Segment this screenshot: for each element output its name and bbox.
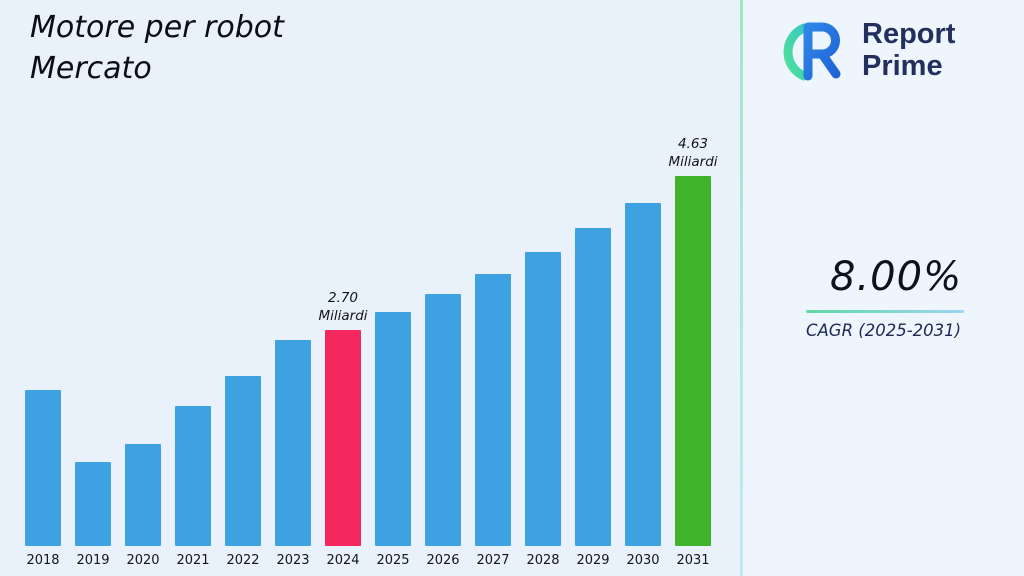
bar-2029 [575,228,611,546]
x-tick-2030: 2030 [626,553,660,568]
x-tick-2018: 2018 [26,553,60,568]
bar-column-2029: 2029 [568,228,618,570]
bar-column-2018: 2018 [18,390,68,570]
vertical-divider [740,0,743,576]
reportprime-logo-icon [783,22,841,81]
x-tick-2029: 2029 [576,553,610,568]
bar-2025 [375,312,411,546]
x-tick-2019: 2019 [76,553,110,568]
cagr-block: 8.00% CAGR (2025-2031) [806,254,976,340]
x-tick-2027: 2027 [476,553,510,568]
x-tick-2031: 2031 [676,553,710,568]
x-tick-2028: 2028 [526,553,560,568]
bar-value-label-2031: 4.63 Miliardi [668,135,718,170]
bar-column-2030: 2030 [618,203,668,570]
bar-column-2026: 2026 [418,294,468,570]
bar-column-2025: 2025 [368,312,418,570]
page-title-line2: Mercato [30,50,152,86]
bar-2024 [325,330,361,546]
x-tick-2021: 2021 [176,553,210,568]
x-tick-2024: 2024 [326,553,360,568]
bar-2030 [625,203,661,546]
bar-column-2028: 2028 [518,252,568,570]
bar-column-2020: 2020 [118,444,168,570]
bar-2020 [125,444,161,546]
bar-value-label-2024: 2.70 Miliardi [318,289,368,324]
bar-column-2023: 2023 [268,340,318,570]
page-title: Motore per robot Mercato [30,8,284,89]
reportprime-logo: Report Prime [780,14,955,88]
reportprime-logo-text: Report Prime [862,18,956,83]
logo-word-prime: Prime [862,50,943,82]
bar-chart: 2018 2019 2020 2021 2022 2023 2.70 Miliardi 2024… [18,135,718,570]
bar-2019 [75,462,111,546]
bar-column-2019: 2019 [68,462,118,570]
bar-2023 [275,340,311,546]
bar-2018 [25,390,61,546]
cagr-label: CAGR (2025-2031) [806,321,962,340]
bar-2022 [225,376,261,546]
x-tick-2026: 2026 [426,553,460,568]
bar-column-2022: 2022 [218,376,268,570]
bar-column-2021: 2021 [168,406,218,570]
logo-word-report: Report [862,18,956,51]
bar-column-2024: 2.70 Miliardi 2024 [318,289,368,570]
bar-2031 [675,176,711,546]
gradient-underline [806,310,964,313]
x-tick-2023: 2023 [276,553,310,568]
bar-column-2027: 2027 [468,274,518,570]
right-panel-background [743,0,1024,576]
x-tick-2025: 2025 [376,553,410,568]
cagr-value: 8.00% [830,254,963,300]
bar-2028 [525,252,561,546]
bar-column-2031: 4.63 Miliardi 2031 [668,135,718,570]
bar-2026 [425,294,461,546]
x-tick-2020: 2020 [126,553,160,568]
x-tick-2022: 2022 [226,553,260,568]
bar-2027 [475,274,511,546]
page-title-line1: Motore per robot [30,10,284,45]
bar-2021 [175,406,211,546]
